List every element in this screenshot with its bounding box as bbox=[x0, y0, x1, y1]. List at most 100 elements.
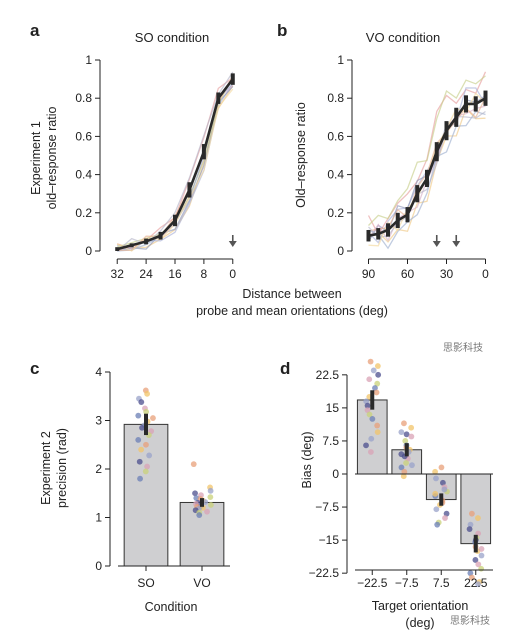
panel-d-ytick-label: −15 bbox=[319, 533, 340, 547]
panel-b-plot: 0 0.2 0.4 0.6 0.8 1 90 60 30 0 bbox=[327, 53, 489, 281]
panel-d-xtick-label: −7.5 bbox=[395, 576, 419, 590]
panel-d-data-point bbox=[443, 510, 450, 517]
panel-d-data-point bbox=[364, 407, 371, 413]
panel-c-data-point bbox=[192, 490, 198, 497]
panel-c-data-point bbox=[150, 415, 156, 421]
panel-d-ytick-label: 7.5 bbox=[322, 434, 339, 448]
panel-c-xtick-label: SO bbox=[137, 576, 154, 590]
panel-a-ytick-label: 0.2 bbox=[75, 206, 92, 220]
panel-c-data-point bbox=[204, 508, 210, 515]
panel-b-mean-line bbox=[368, 97, 487, 237]
panel-d-data-point bbox=[432, 490, 439, 497]
panel-a-arrow-head bbox=[228, 241, 237, 247]
panel-a-xtick-label: 32 bbox=[111, 267, 125, 281]
panel-a-xtick-label: 8 bbox=[201, 267, 208, 281]
panel-d-data-point bbox=[478, 565, 485, 572]
panel-d-data-point bbox=[366, 376, 373, 383]
panel-d-ylabel: Bias (deg) bbox=[300, 432, 314, 489]
panel-d-ytick-label: −22.5 bbox=[309, 566, 340, 580]
panel-d-data-point bbox=[370, 367, 377, 374]
panel-d-data-point bbox=[366, 411, 373, 418]
panel-b-ytick-label: 0.8 bbox=[327, 91, 344, 105]
panel-d-data-point bbox=[472, 557, 479, 563]
panel-d-ytick-label: −7.5 bbox=[315, 500, 339, 514]
panel-a-ytick-label: 0.8 bbox=[75, 91, 92, 105]
panel-a-ytick-label: 0.6 bbox=[75, 129, 92, 143]
panel-d-xtick-label: −22.5 bbox=[357, 576, 388, 590]
panel-a-ytick-label: 1 bbox=[85, 53, 92, 67]
panel-c-data-point bbox=[138, 399, 145, 405]
panel-a-subject-line bbox=[116, 71, 234, 252]
panel-d-data-point bbox=[409, 462, 415, 469]
panel-d-data-point bbox=[475, 515, 481, 521]
panel-b-ytick-label: 0.4 bbox=[327, 168, 344, 182]
panel-c-data-point bbox=[137, 475, 143, 482]
panel-d-data-point bbox=[475, 581, 481, 588]
panel-c-data-point bbox=[207, 487, 214, 494]
panel-b-subject-line bbox=[368, 110, 486, 250]
panel-b-xtick-label: 0 bbox=[482, 267, 489, 281]
panel-d-data-point bbox=[403, 431, 410, 438]
panel-d-data-point bbox=[441, 486, 448, 493]
panel-d-data-point bbox=[401, 468, 408, 475]
panel-d-data-point bbox=[408, 424, 415, 431]
panel-b-ytick-label: 0.2 bbox=[327, 206, 344, 220]
panel-c-data-point bbox=[143, 441, 149, 448]
panel-d-data-point bbox=[368, 435, 375, 442]
panel-b-ytick-label: 1 bbox=[337, 53, 344, 67]
panel-d-data-point bbox=[367, 358, 374, 365]
panel-c-data-point bbox=[136, 458, 143, 465]
panel-c-ylabel-line2: precision (rad) bbox=[55, 428, 69, 508]
panel-c-data-point bbox=[208, 501, 214, 508]
watermark-bottom: 思影科技 bbox=[450, 614, 490, 627]
panel-b-ylabel: Old–response ratio bbox=[294, 102, 308, 208]
panel-letter-c: c bbox=[30, 359, 39, 378]
panel-c-ytick-label: 3 bbox=[95, 414, 102, 428]
panel-c-ylabel-line1: Experiment 2 bbox=[39, 431, 53, 505]
panel-d-data-point bbox=[363, 442, 369, 449]
panel-b-title: VO condition bbox=[366, 30, 440, 45]
panel-d-data-point bbox=[433, 506, 440, 513]
panel-d-data-point bbox=[434, 521, 441, 528]
panel-d-data-point bbox=[468, 574, 475, 581]
panel-c-data-point bbox=[207, 494, 214, 501]
panel-letter-b: b bbox=[277, 21, 287, 40]
panel-c-data-point bbox=[190, 461, 197, 468]
panel-c-xtick-label: VO bbox=[193, 576, 210, 590]
panel-b-xtick-label: 60 bbox=[401, 267, 415, 281]
panel-b-subject-line bbox=[368, 75, 486, 226]
panel-c-ytick-label: 2 bbox=[95, 462, 102, 476]
panel-d-data-point bbox=[374, 363, 381, 369]
panel-d-data-point bbox=[438, 464, 445, 471]
panel-d-data-point bbox=[478, 546, 485, 552]
panel-a-xtick-label: 0 bbox=[229, 267, 236, 281]
panel-c-xlabel: Condition bbox=[145, 600, 198, 614]
panel-c-data-point bbox=[146, 452, 153, 459]
panel-d-plot: −22.5 −7.5 7.5 22.5 22.5 15 7.5 0 −7.5 −15 −22.5 bbox=[309, 358, 493, 590]
panel-b-xtick-label: 90 bbox=[362, 267, 376, 281]
panel-d-data-point bbox=[400, 473, 407, 480]
panel-a-title: SO condition bbox=[135, 30, 209, 45]
panel-c-ytick-label: 1 bbox=[95, 511, 102, 525]
panel-d-data-point bbox=[364, 402, 371, 409]
panel-d-data-point bbox=[439, 479, 446, 486]
panel-d-data-point bbox=[475, 561, 482, 568]
panel-a-ylabel-line2: old–response ratio bbox=[45, 107, 59, 210]
panel-c-data-point bbox=[138, 446, 145, 453]
panel-b: b VO condition Old–response ratio 0 0.2 0.… bbox=[277, 21, 489, 281]
panel-c: c Experiment 2 precision (rad) Condition… bbox=[30, 359, 230, 614]
panel-d-data-point bbox=[432, 468, 439, 475]
panel-a-plot: 0 0.2 0.4 0.6 0.8 1 32 24 16 8 0 bbox=[75, 53, 237, 281]
panel-c-ytick-label: 4 bbox=[95, 365, 102, 379]
panel-d-ytick-label: 15 bbox=[326, 401, 340, 415]
panel-d-data-point bbox=[478, 552, 485, 559]
panel-letter-a: a bbox=[30, 21, 40, 40]
panel-c-data-point bbox=[144, 390, 151, 397]
panel-d-data-point bbox=[408, 433, 415, 440]
panel-d-data-point bbox=[401, 420, 407, 427]
panel-c-data-point bbox=[139, 424, 145, 431]
panel-d-data-point bbox=[374, 422, 381, 429]
panel-a-ylabel-line1: Experiment 1 bbox=[29, 121, 43, 195]
shared-xlabel-line2: probe and mean orientations (deg) bbox=[196, 304, 388, 318]
